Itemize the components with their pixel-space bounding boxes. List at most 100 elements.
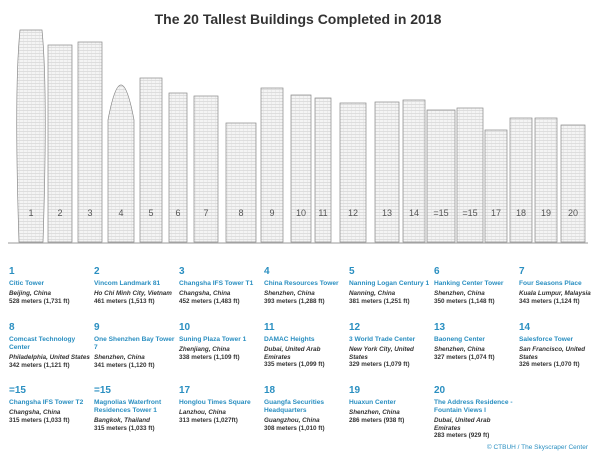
building-rank: 9 <box>269 208 274 218</box>
building <box>484 129 508 243</box>
entry-location: Shenzhen, China <box>264 290 315 297</box>
entry-height: 329 meters (1,079 ft) <box>349 361 410 368</box>
entry: 8 Comcast Technology Center Philadelphia, … <box>9 322 91 370</box>
entry-location: Ho Chi Minh City, Vietnam <box>94 290 172 297</box>
entry-name: Hanking Center Tower <box>434 280 504 287</box>
building <box>16 29 46 243</box>
entry-height: 528 meters (1,731 ft) <box>9 297 70 305</box>
entry-rank: 14 <box>519 322 531 333</box>
building <box>47 44 73 243</box>
building <box>193 95 219 243</box>
entry: 20 The Address Residence - Fountain Views… <box>434 385 516 440</box>
entry-location: Bangkok, Thailand <box>94 417 150 424</box>
entry-location: Nanning, China <box>349 290 396 297</box>
entry-height: 286 meters (938 ft) <box>349 416 405 424</box>
entry-location: Guangzhou, China <box>264 417 320 424</box>
building <box>314 97 332 243</box>
building <box>402 99 426 243</box>
building-rank: 18 <box>516 208 526 218</box>
entry: 7 Four Seasons Place Kuala Lumpur, Malaysi… <box>519 266 596 306</box>
building-rank: 3 <box>87 208 92 218</box>
entry-height: 335 meters (1,099 ft) <box>264 361 325 368</box>
entry-rank: 13 <box>434 322 446 333</box>
building-rank: 6 <box>175 208 180 218</box>
entry: 2 Vincom Landmark 81 Ho Chi Minh City, Vie… <box>94 266 176 306</box>
entry-height: 343 meters (1,124 ft) <box>519 297 580 305</box>
entry-rank: 4 <box>264 266 270 277</box>
entry-name: Honglou Times Square <box>179 399 251 406</box>
entry-height: 342 meters (1,121 ft) <box>9 361 70 369</box>
entry-height: 315 meters (1,033 ft) <box>9 416 70 424</box>
entry-name: Huaxun Center <box>349 399 396 406</box>
building <box>107 84 135 243</box>
entry: =15 Magnolias Waterfront Residences Tower… <box>94 385 176 433</box>
entry-name: 3 World Trade Center <box>349 336 416 343</box>
building-rank: =15 <box>462 208 477 218</box>
building-rank: 14 <box>409 208 419 218</box>
entry: 1 Citic Tower Beijing, China 528 meters (1,… <box>9 266 91 306</box>
building-rank: 2 <box>57 208 62 218</box>
entry-name: China Resources Tower <box>264 280 339 287</box>
entry-rank: 9 <box>94 322 100 333</box>
building-rank: =15 <box>433 208 448 218</box>
entry-name: Changsha IFS Tower T1 <box>179 280 254 287</box>
entry-name: Salesforce Tower <box>519 336 574 343</box>
skyline: 1 2 3 4 5 6 7 8 9 10 11 12 13 14 =15 =15 17 18 19 20 <box>8 29 588 244</box>
entry-location: Shenzhen, China <box>94 354 145 361</box>
building-rank: 20 <box>568 208 578 218</box>
entry-location: Lanzhou, China <box>179 409 226 416</box>
entry-rank: 7 <box>519 266 525 277</box>
entry-name: DAMAC Heights <box>264 336 315 343</box>
entry: 18 Guangfa Securities Headquarters Guangzh… <box>264 385 346 433</box>
entry-rank: 8 <box>9 322 15 333</box>
entry-rank: 12 <box>349 322 361 333</box>
entry-rank: 6 <box>434 266 440 277</box>
building <box>509 117 533 243</box>
entry-location: Changsha, China <box>9 409 61 416</box>
entry-rank: 18 <box>264 385 276 396</box>
entry-height: 313 meters (1,027ft) <box>179 416 238 424</box>
entry-name: Citic Tower <box>9 280 45 287</box>
entry-name: Comcast Technology Center <box>9 336 76 351</box>
building-rank: 8 <box>238 208 243 218</box>
entry: 5 Nanning Logan Century 1 Nanning, China 38… <box>349 266 431 306</box>
credit: © CTBUH / The Skyscraper Center <box>486 444 588 451</box>
entry-name: Nanning Logan Century 1 <box>349 280 430 287</box>
entry-height: 326 meters (1,070 ft) <box>519 361 580 368</box>
entry-height: 350 meters (1,148 ft) <box>434 297 495 305</box>
entry-name: Baoneng Center <box>434 336 485 343</box>
entry-location: Changsha, China <box>179 290 231 297</box>
building-rank: 17 <box>491 208 501 218</box>
entry-height: 461 meters (1,513 ft) <box>94 297 155 305</box>
entry-location: Zhenjiang, China <box>179 346 230 353</box>
entry: 6 Hanking Center Tower Shenzhen, China 350 … <box>434 266 516 306</box>
building-rank: 10 <box>296 208 306 218</box>
entry-name: The Address Residence - Fountain Views I <box>434 399 513 414</box>
entry-height: 308 meters (1,010 ft) <box>264 424 325 432</box>
entry: 14 Salesforce Tower San Francisco, United … <box>519 322 596 369</box>
entry: 13 Baoneng Center Shenzhen, China 327 meter… <box>434 322 516 362</box>
entry: 12 3 World Trade Center New York City, Uni… <box>349 322 431 369</box>
entry-height: 393 meters (1,288 ft) <box>264 297 325 305</box>
building <box>77 41 103 243</box>
entry: 11 DAMAC Heights Dubai, United Arab Emirat… <box>264 322 346 369</box>
entry-name: Four Seasons Place <box>519 280 582 287</box>
entry-location: Beijing, China <box>9 290 51 297</box>
entry-height: 452 meters (1,483 ft) <box>179 297 240 305</box>
entry: 3 Changsha IFS Tower T1 Changsha, China 452… <box>179 266 261 306</box>
building <box>560 124 586 243</box>
entry-location: Shenzhen, China <box>434 290 485 297</box>
entry-rank: 1 <box>9 266 15 277</box>
building-rank: 11 <box>318 208 327 218</box>
building-rank: 13 <box>382 208 392 218</box>
building-rank: 5 <box>148 208 153 218</box>
entry-height: 283 meters (929 ft) <box>434 432 490 439</box>
entry-rank: 5 <box>349 266 355 277</box>
entry-location: Dubai, United Arab Emirates <box>264 346 321 361</box>
entry-name: Magnolias Waterfront Residences Tower 1 <box>94 399 162 414</box>
entry-rank: 20 <box>434 385 446 396</box>
entry-name: Changsha IFS Tower T2 <box>9 399 84 406</box>
entry-location: New York City, United States <box>349 346 414 361</box>
entry-location: Shenzhen, China <box>349 409 400 416</box>
building-rank: 4 <box>118 208 123 218</box>
